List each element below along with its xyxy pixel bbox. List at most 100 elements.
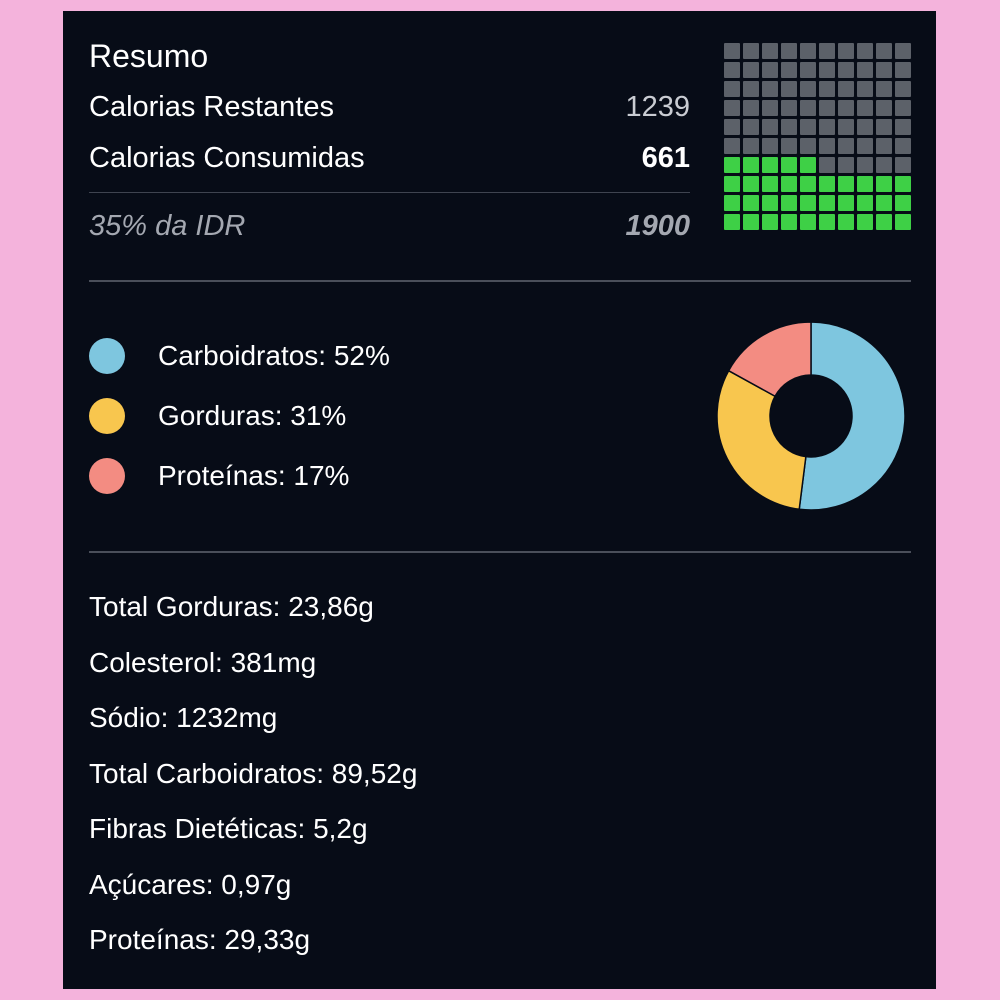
- donut-slice-proteins: [727, 321, 812, 398]
- waffle-cell-filled: [781, 195, 797, 211]
- waffle-cell-filled: [876, 176, 892, 192]
- waffle-cell-empty: [800, 100, 816, 116]
- waffle-cell-filled: [762, 214, 778, 230]
- waffle-cell-filled: [781, 214, 797, 230]
- idr-percent-label: 35% da IDR: [89, 210, 246, 242]
- waffle-cell-empty: [895, 43, 911, 59]
- waffle-cell-empty: [819, 81, 835, 97]
- waffle-cell-empty: [743, 43, 759, 59]
- waffle-cell-empty: [838, 100, 854, 116]
- nutrient-cholesterol: Colesterol: 381mg: [89, 647, 317, 678]
- waffle-cell-filled: [724, 157, 740, 173]
- waffle-cell-empty: [781, 62, 797, 78]
- waffle-cell-empty: [781, 138, 797, 154]
- macros-donut-chart: [716, 321, 906, 511]
- waffle-cell-filled: [838, 176, 854, 192]
- waffle-cell-empty: [857, 157, 873, 173]
- nutrient-total-carbs: Total Carboidratos: 89,52g: [89, 758, 418, 789]
- waffle-cell-empty: [781, 100, 797, 116]
- waffle-cell-filled: [857, 195, 873, 211]
- waffle-cell-empty: [762, 81, 778, 97]
- donut-slice-fats: [716, 369, 807, 511]
- waffle-cell-empty: [762, 119, 778, 135]
- summary-title: Resumo: [89, 38, 209, 74]
- waffle-cell-filled: [743, 214, 759, 230]
- waffle-cell-empty: [762, 43, 778, 59]
- section-divider-1: [89, 280, 911, 282]
- waffle-cell-filled: [895, 195, 911, 211]
- waffle-cell-empty: [762, 138, 778, 154]
- waffle-cell-empty: [895, 62, 911, 78]
- waffle-cell-filled: [800, 176, 816, 192]
- waffle-cell-filled: [743, 157, 759, 173]
- proteins-legend-label: Proteínas: 17%: [158, 460, 350, 491]
- consumed-calories-value: 661: [641, 142, 690, 174]
- waffle-cell-empty: [876, 119, 892, 135]
- waffle-cell-filled: [781, 157, 797, 173]
- waffle-cell-filled: [819, 176, 835, 192]
- waffle-cell-filled: [743, 176, 759, 192]
- waffle-cell-empty: [876, 138, 892, 154]
- waffle-cell-empty: [743, 138, 759, 154]
- waffle-cell-filled: [800, 195, 816, 211]
- waffle-cell-empty: [838, 81, 854, 97]
- waffle-cell-filled: [800, 214, 816, 230]
- section-divider-2: [89, 551, 911, 553]
- waffle-cell-empty: [857, 62, 873, 78]
- waffle-cell-empty: [781, 43, 797, 59]
- waffle-cell-filled: [781, 176, 797, 192]
- carbs-legend-dot: [89, 338, 125, 374]
- nutrition-summary-panel: Resumo Calorias Restantes 1239 Calorias …: [63, 11, 936, 989]
- waffle-cell-filled: [724, 195, 740, 211]
- carbs-legend-label: Carboidratos: 52%: [158, 340, 390, 371]
- waffle-cell-empty: [857, 81, 873, 97]
- waffle-cell-empty: [876, 62, 892, 78]
- waffle-cell-empty: [800, 81, 816, 97]
- summary-divider: [89, 192, 690, 193]
- waffle-cell-empty: [743, 100, 759, 116]
- waffle-cell-empty: [743, 119, 759, 135]
- idr-value: 1900: [625, 210, 690, 242]
- waffle-cell-empty: [724, 62, 740, 78]
- waffle-cell-empty: [838, 43, 854, 59]
- waffle-cell-filled: [762, 157, 778, 173]
- waffle-cell-empty: [743, 62, 759, 78]
- waffle-cell-empty: [743, 81, 759, 97]
- waffle-cell-filled: [838, 214, 854, 230]
- waffle-cell-empty: [857, 119, 873, 135]
- remaining-calories-value: 1239: [625, 91, 690, 123]
- waffle-cell-empty: [857, 43, 873, 59]
- waffle-cell-empty: [800, 62, 816, 78]
- nutrient-total-fat: Total Gorduras: 23,86g: [89, 591, 374, 622]
- waffle-cell-empty: [838, 157, 854, 173]
- nutrient-proteins: Proteínas: 29,33g: [89, 924, 311, 955]
- waffle-cell-empty: [724, 81, 740, 97]
- waffle-cell-empty: [876, 157, 892, 173]
- waffle-cell-empty: [876, 100, 892, 116]
- waffle-cell-empty: [781, 119, 797, 135]
- donut-slice-carbs: [798, 321, 906, 511]
- waffle-cell-empty: [895, 119, 911, 135]
- fats-legend-label: Gorduras: 31%: [158, 400, 347, 431]
- waffle-cell-empty: [819, 62, 835, 78]
- proteins-legend-dot: [89, 458, 125, 494]
- waffle-cell-empty: [819, 43, 835, 59]
- waffle-cell-filled: [762, 195, 778, 211]
- waffle-cell-empty: [762, 62, 778, 78]
- waffle-cell-empty: [819, 100, 835, 116]
- remaining-calories-label: Calorias Restantes: [89, 91, 334, 123]
- waffle-cell-empty: [724, 43, 740, 59]
- waffle-cell-empty: [895, 157, 911, 173]
- waffle-cell-filled: [895, 176, 911, 192]
- waffle-cell-empty: [762, 100, 778, 116]
- waffle-cell-filled: [895, 214, 911, 230]
- waffle-cell-filled: [762, 176, 778, 192]
- waffle-cell-filled: [857, 176, 873, 192]
- calorie-waffle-chart: [724, 43, 914, 233]
- waffle-cell-empty: [838, 138, 854, 154]
- waffle-cell-filled: [819, 195, 835, 211]
- nutrient-dietary-fiber: Fibras Dietéticas: 5,2g: [89, 813, 368, 844]
- waffle-cell-empty: [895, 100, 911, 116]
- waffle-cell-empty: [895, 138, 911, 154]
- waffle-cell-empty: [838, 119, 854, 135]
